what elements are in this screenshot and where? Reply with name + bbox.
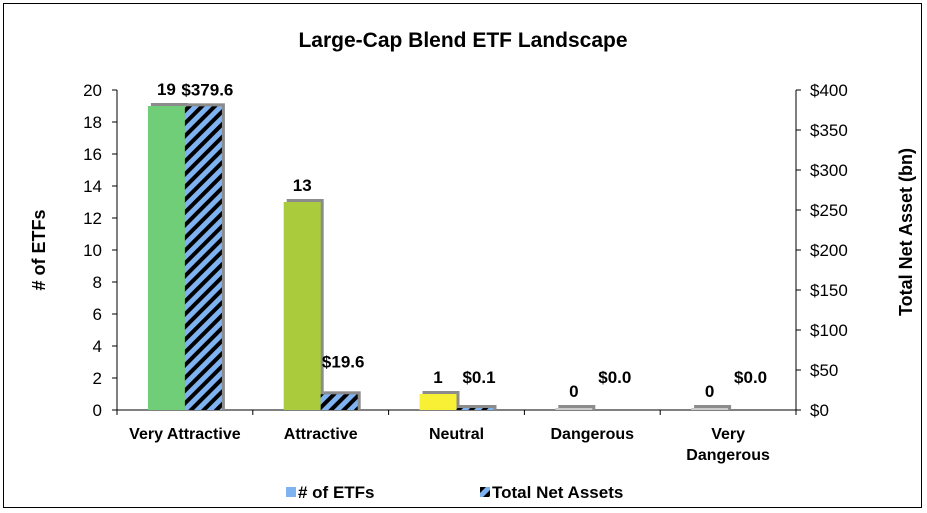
x-category-label: Attractive — [284, 426, 358, 443]
etf-count-bar-shadow — [694, 405, 732, 410]
left-tick-label: 16 — [83, 145, 102, 164]
right-tick-label: $350 — [810, 121, 848, 140]
etf-count-bar-shadow — [558, 405, 596, 410]
right-tick-label: $50 — [810, 361, 838, 380]
right-axis-title: Total Net Asset (bn) — [896, 148, 916, 316]
etf-count-data-label: 0 — [705, 382, 714, 401]
net-assets-data-label: $379.6 — [181, 80, 233, 99]
net-assets-bar — [456, 408, 494, 410]
net-assets-data-label: $0.1 — [462, 368, 495, 387]
x-category-label: Very Dangerous — [686, 426, 770, 464]
left-tick-label: 4 — [93, 337, 102, 356]
right-tick-label: $200 — [810, 241, 848, 260]
left-tick-label: 0 — [93, 401, 102, 420]
etf-count-bar — [419, 394, 457, 410]
net-assets-bar-shadow — [459, 405, 497, 410]
etf-count-bar — [691, 408, 729, 410]
net-assets-bar — [184, 106, 222, 410]
etf-count-bar — [283, 202, 321, 410]
legend-swatch-etf-count — [286, 487, 296, 497]
left-tick-label: 12 — [83, 209, 102, 228]
left-tick-label: 2 — [93, 369, 102, 388]
legend-label-etf-count: # of ETFs — [298, 483, 375, 502]
net-assets-bar — [320, 394, 358, 410]
etf-count-bar — [147, 106, 185, 410]
right-tick-label: $250 — [810, 201, 848, 220]
net-assets-data-label: $0.0 — [598, 368, 631, 387]
etf-count-bar — [555, 408, 593, 410]
right-tick-label: $0 — [810, 401, 829, 420]
left-tick-label: 6 — [93, 305, 102, 324]
net-assets-data-label: $19.6 — [322, 352, 365, 371]
left-tick-label: 20 — [83, 81, 102, 100]
x-category-label: Neutral — [429, 426, 484, 443]
legend-swatch-net-assets — [480, 487, 490, 497]
etf-count-data-label: 1 — [433, 368, 442, 387]
net-assets-data-label: $0.0 — [734, 368, 767, 387]
left-tick-label: 8 — [93, 273, 102, 292]
legend-label-net-assets: Total Net Assets — [492, 483, 623, 502]
x-category-label: Dangerous — [551, 426, 635, 443]
x-category-label: Very Attractive — [129, 426, 241, 443]
chart-title: Large-Cap Blend ETF Landscape — [298, 29, 627, 52]
right-tick-label: $100 — [810, 321, 848, 340]
right-tick-label: $400 — [810, 81, 848, 100]
left-tick-label: 18 — [83, 113, 102, 132]
etf-count-data-label: 0 — [569, 382, 578, 401]
etf-count-data-label: 13 — [293, 176, 312, 195]
right-tick-label: $300 — [810, 161, 848, 180]
left-tick-label: 14 — [83, 177, 102, 196]
left-axis-title: # of ETFs — [29, 209, 49, 290]
right-tick-label: $150 — [810, 281, 848, 300]
etf-count-data-label: 19 — [157, 80, 176, 99]
left-tick-label: 10 — [83, 241, 102, 260]
